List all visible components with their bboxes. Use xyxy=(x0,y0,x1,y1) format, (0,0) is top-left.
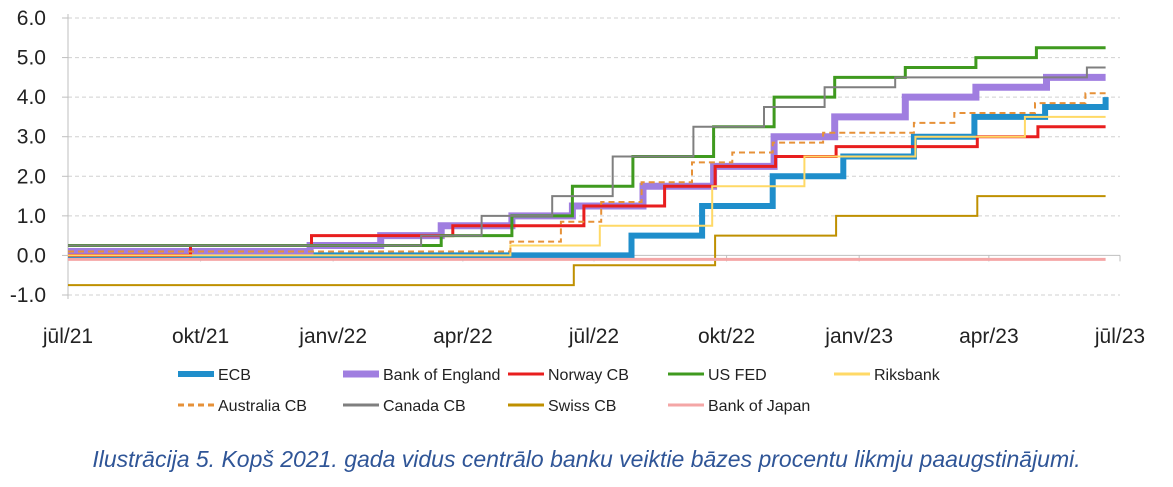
series-line-riksbank xyxy=(68,115,1106,257)
x-tick-label: apr/22 xyxy=(433,325,493,348)
legend-label: ECB xyxy=(218,367,251,384)
y-tick-label: 6.0 xyxy=(17,7,46,30)
x-tick-label: apr/23 xyxy=(959,325,1019,348)
legend-item-bank-of-england: Bank of England xyxy=(343,367,500,384)
legend-label: Canada CB xyxy=(383,398,466,415)
legend-label: Riksbank xyxy=(874,367,941,384)
y-tick-label: -1.0 xyxy=(10,284,46,307)
legend-label: Swiss CB xyxy=(548,398,616,415)
series-line-swiss-cb xyxy=(68,195,1106,287)
legend-item-us-fed: US FED xyxy=(668,367,767,384)
legend-item-riksbank: Riksbank xyxy=(834,367,941,384)
y-tick-label: 1.0 xyxy=(17,205,46,228)
y-tick-label: 3.0 xyxy=(17,126,46,149)
series-lines xyxy=(68,46,1109,287)
legend-label: US FED xyxy=(708,367,767,384)
legend-item-bank-of-japan: Bank of Japan xyxy=(668,398,810,415)
x-tick-label: janv/23 xyxy=(824,325,893,348)
y-tick-label: 4.0 xyxy=(17,86,46,109)
legend-label: Bank of Japan xyxy=(708,398,810,415)
x-tick-label: janv/22 xyxy=(298,325,367,348)
y-tick-label: 0.0 xyxy=(17,244,46,267)
series-line-canada-cb xyxy=(68,66,1106,247)
x-tick-label: jūl/22 xyxy=(568,325,619,348)
y-axis: 6.0 5.0 4.0 3.0 2.0 1.0 0.0 -1.0 xyxy=(10,7,69,307)
x-tick-label: jūl/23 xyxy=(1094,325,1145,348)
series-line-australia-cb xyxy=(68,92,1106,253)
legend-item-canada-cb: Canada CB xyxy=(343,398,466,415)
legend-label: Australia CB xyxy=(218,398,307,415)
legend-label: Norway CB xyxy=(548,367,629,384)
x-axis: jūl/21 okt/21 janv/22 apr/22 jūl/22 okt/22 jan… xyxy=(42,254,1145,348)
x-tick-label: okt/21 xyxy=(172,325,229,348)
legend-item-swiss-cb: Swiss CB xyxy=(508,398,616,415)
x-tick-label: jūl/21 xyxy=(42,325,93,348)
rates-chart: 6.0 5.0 4.0 3.0 2.0 1.0 0.0 -1.0 jūl/21 okt/21 ja… xyxy=(10,7,1145,415)
x-tick-label: okt/22 xyxy=(698,325,755,348)
legend-item-ecb: ECB xyxy=(178,367,251,384)
legend: ECB Bank of England Norway CB US FED Riksban… xyxy=(178,367,941,415)
legend-label: Bank of England xyxy=(383,367,500,384)
legend-item-norway-cb: Norway CB xyxy=(508,367,629,384)
series-line-norway-cb xyxy=(68,125,1106,257)
legend-item-australia-cb: Australia CB xyxy=(178,398,307,415)
gridlines xyxy=(68,17,1120,296)
y-tick-label: 5.0 xyxy=(17,47,46,70)
y-tick-label: 2.0 xyxy=(17,165,46,188)
figure-caption: Ilustrācija 5. Kopš 2021. gada vidus cen… xyxy=(92,446,1081,472)
series-line-bank-of-england xyxy=(68,73,1106,255)
